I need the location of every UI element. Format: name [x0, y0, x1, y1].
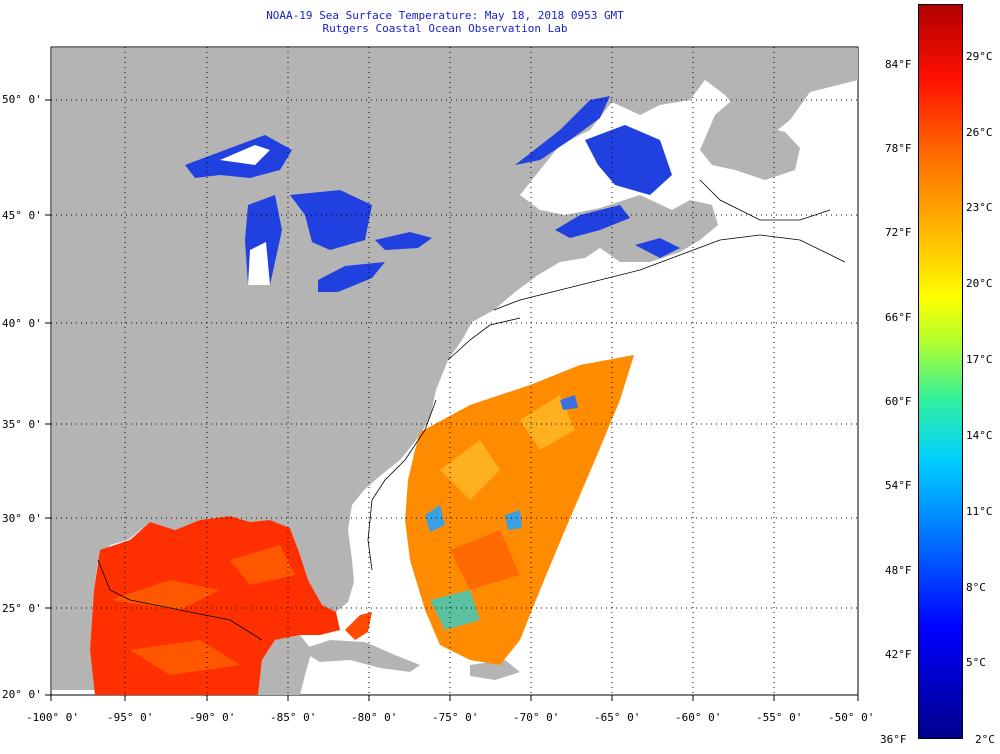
- colorbar-fahrenheit-label: 72°F: [885, 226, 912, 239]
- map-subtitle: Rutgers Coastal Ocean Observation Lab: [322, 22, 568, 35]
- colorbar-fahrenheit-label: 42°F: [885, 648, 912, 661]
- colorbar-celsius-label: 8°C: [966, 581, 986, 594]
- colorbar-celsius-label: 29°C: [966, 50, 993, 63]
- temperature-colorbar: [918, 4, 963, 739]
- longitude-label: -95° 0': [107, 711, 154, 724]
- longitude-label: -85° 0': [270, 711, 317, 724]
- hispaniola-land: [470, 660, 520, 680]
- gulf-sst-texture: [110, 545, 295, 675]
- colorbar-celsius-label: 17°C: [966, 353, 993, 366]
- longitude-label: -55° 0': [756, 711, 803, 724]
- axis-ticks: [45, 99, 859, 701]
- cuba-land: [300, 640, 420, 672]
- latitude-label: 45° 0': [2, 209, 42, 222]
- longitude-label: -50° 0': [828, 711, 875, 724]
- colorbar-celsius-label: 26°C: [966, 126, 993, 139]
- longitude-label: -80° 0': [351, 711, 398, 724]
- longitude-label: -100° 0': [26, 711, 79, 724]
- colorbar-celsius-label: 14°C: [966, 429, 993, 442]
- caribbean-sst: [345, 612, 372, 640]
- atlantic-sst-swath: [405, 355, 634, 665]
- latitude-label: 30° 0': [2, 512, 42, 525]
- colorbar-celsius-label: 5°C: [966, 656, 986, 669]
- map-title: NOAA-19 Sea Surface Temperature: May 18,…: [266, 9, 624, 22]
- longitude-label: -65° 0': [594, 711, 641, 724]
- colorbar-fahrenheit-label: 36°F: [880, 733, 907, 746]
- latitude-label: 25° 0': [2, 602, 42, 615]
- longitude-label: -60° 0': [675, 711, 722, 724]
- yucatan-land: [258, 635, 312, 695]
- longitude-label: -70° 0': [513, 711, 560, 724]
- longitude-label: -75° 0': [432, 711, 479, 724]
- latitude-label: 50° 0': [2, 93, 42, 106]
- atlantic-sst-texture: [425, 395, 578, 630]
- colorbar-fahrenheit-label: 78°F: [885, 142, 912, 155]
- colorbar-celsius-label: 2°C: [975, 733, 995, 746]
- latitude-label: 20° 0': [2, 688, 42, 701]
- colorbar-fahrenheit-label: 60°F: [885, 395, 912, 408]
- graticule: [51, 47, 858, 695]
- colorbar-fahrenheit-label: 66°F: [885, 311, 912, 324]
- longitude-label: -90° 0': [189, 711, 236, 724]
- colorbar-fahrenheit-label: 54°F: [885, 479, 912, 492]
- colorbar-celsius-label: 23°C: [966, 201, 993, 214]
- latitude-label: 35° 0': [2, 418, 42, 431]
- colorbar-celsius-label: 20°C: [966, 277, 993, 290]
- colorbar-celsius-label: 11°C: [966, 505, 993, 518]
- latitude-label: 40° 0': [2, 317, 42, 330]
- bathymetry-contours: [97, 179, 846, 641]
- newfoundland-land: [700, 95, 800, 180]
- colorbar-fahrenheit-label: 84°F: [885, 58, 912, 71]
- great-lakes: [185, 96, 680, 292]
- colorbar-fahrenheit-label: 48°F: [885, 564, 912, 577]
